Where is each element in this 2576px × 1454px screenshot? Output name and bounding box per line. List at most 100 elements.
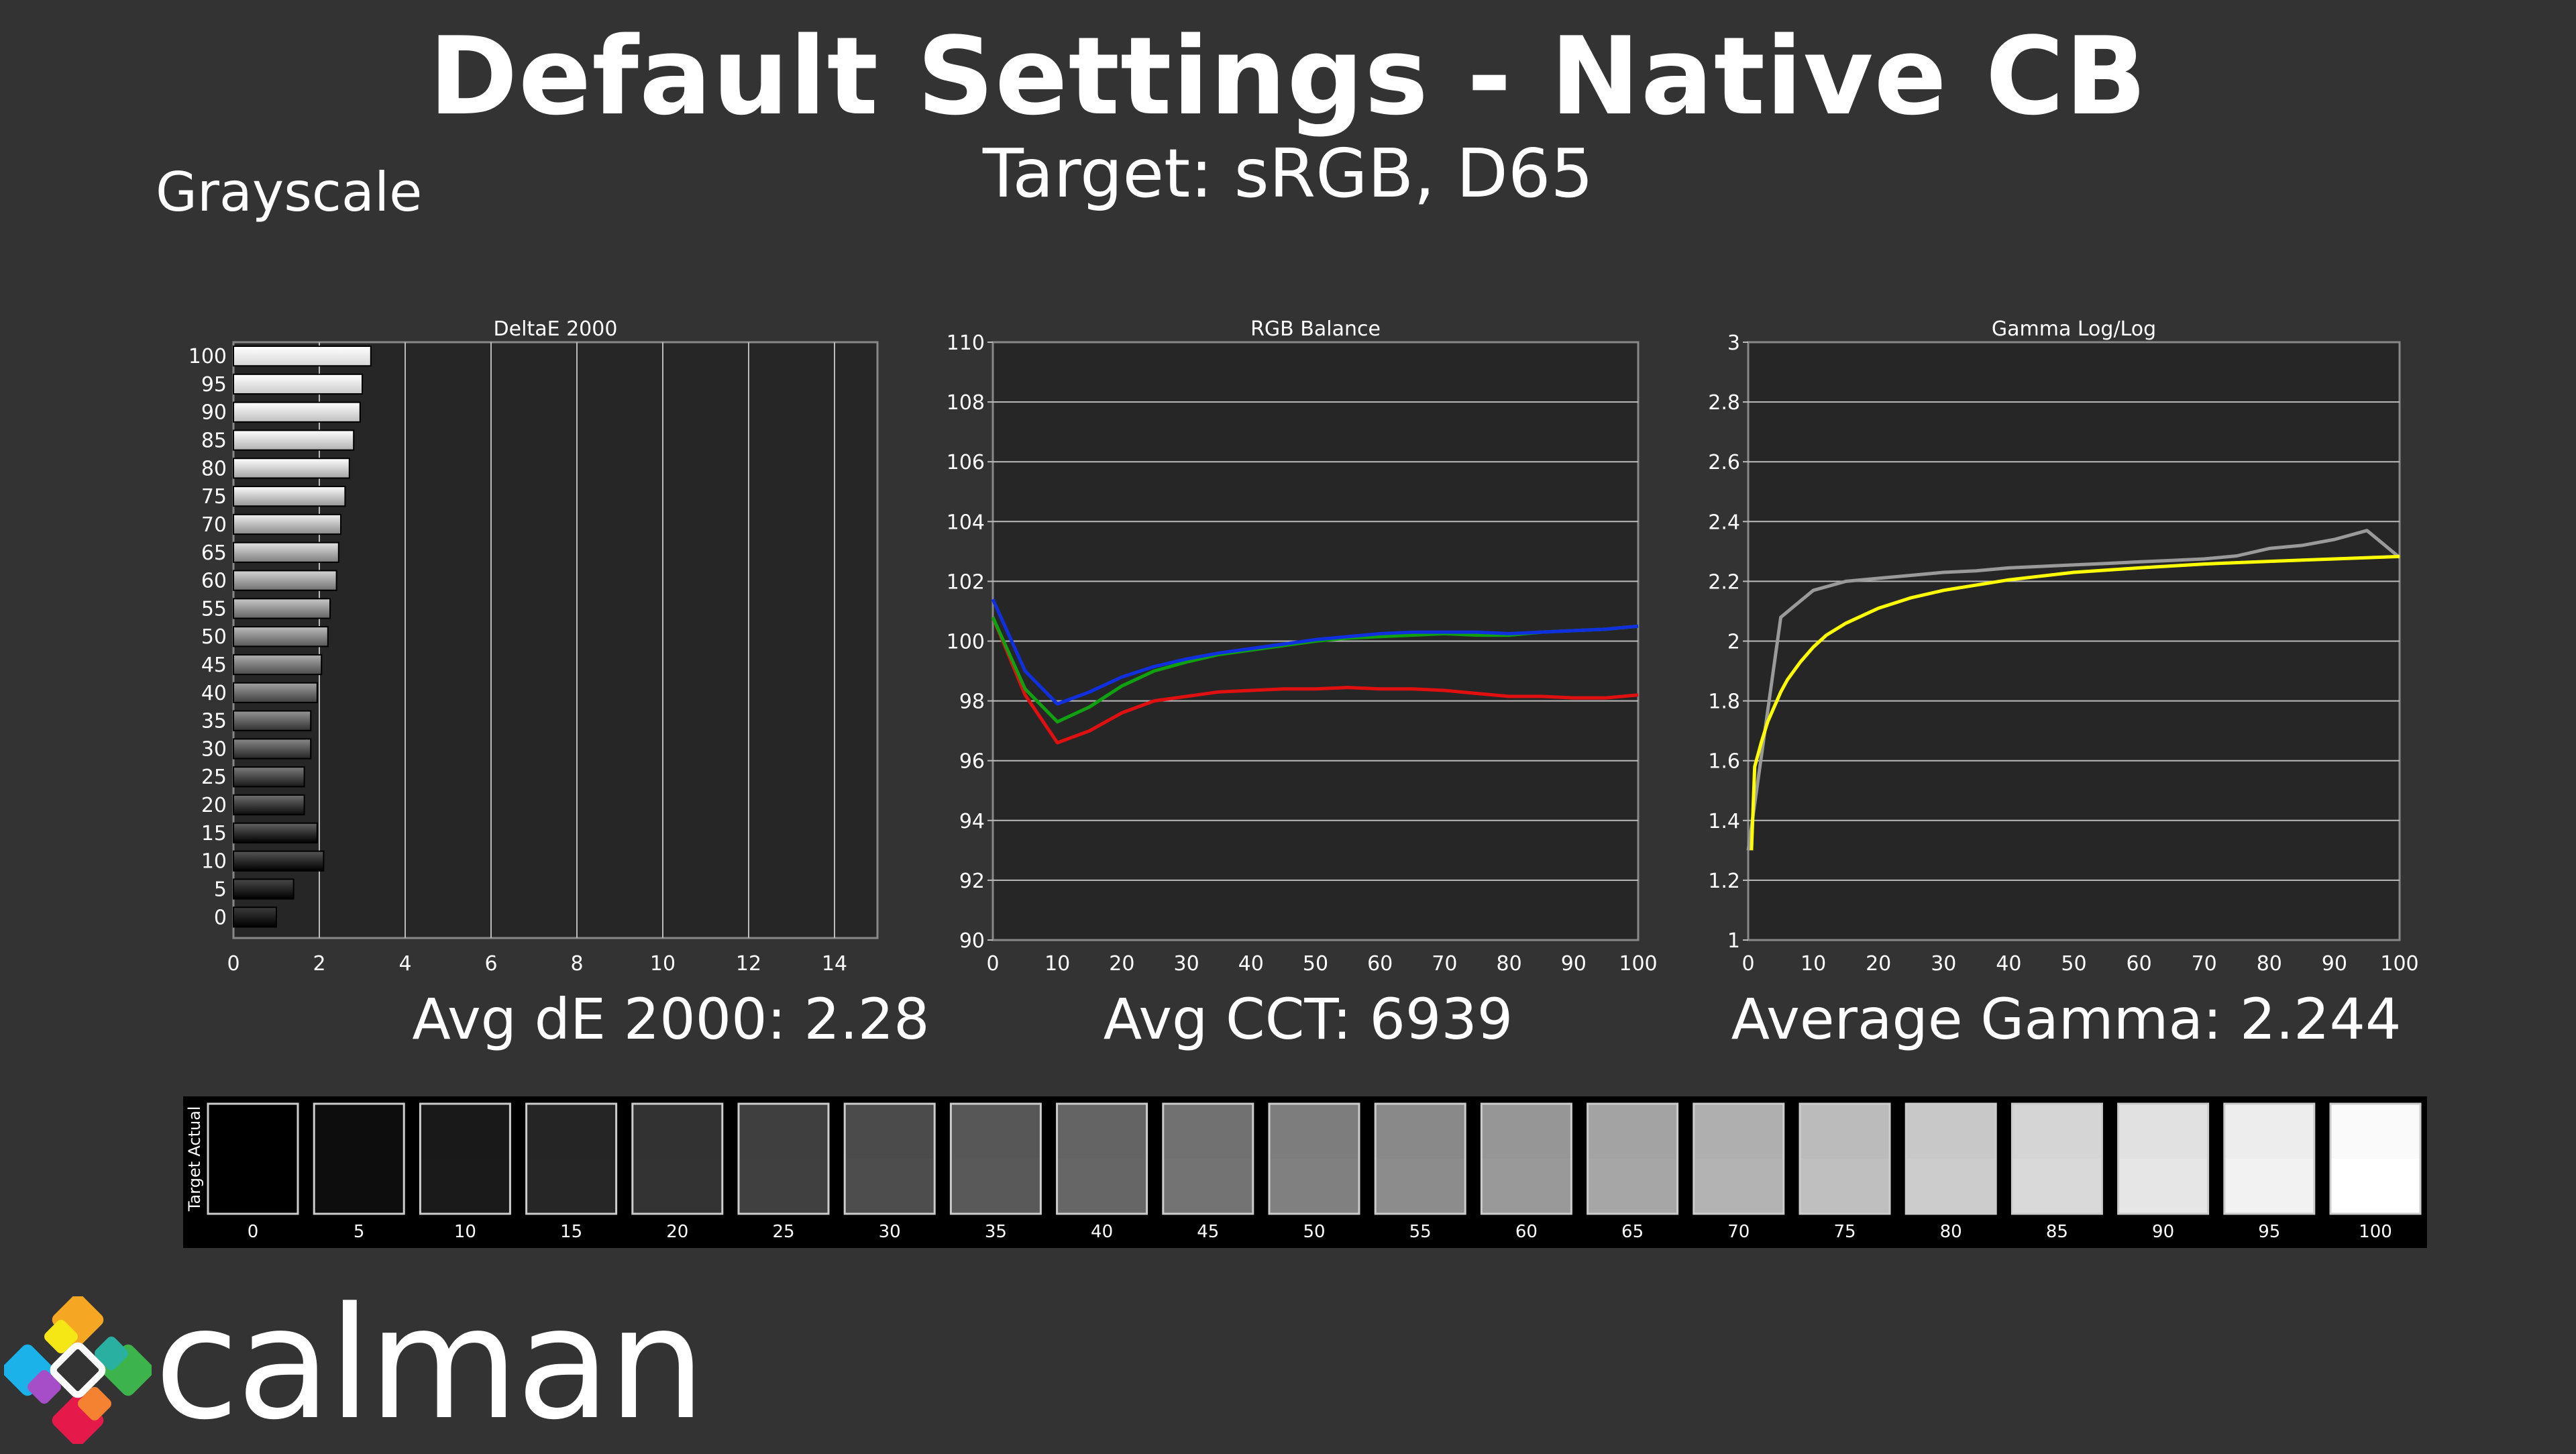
delta-e-category-label: 90 xyxy=(201,401,227,425)
swatch-border xyxy=(313,1102,405,1215)
swatch-label: 15 xyxy=(560,1222,582,1242)
delta-e-category-label: 30 xyxy=(201,737,227,761)
brand-name: calman xyxy=(154,1275,706,1454)
swatch-actual xyxy=(1800,1104,1890,1159)
delta-e-category-label: 35 xyxy=(201,710,227,733)
swatch-actual xyxy=(1375,1104,1466,1159)
rgb-balance-x-tick-label: 0 xyxy=(986,952,999,976)
swatch-actual xyxy=(314,1104,405,1159)
gamma-y-tick-label: 1.4 xyxy=(1708,810,1740,833)
delta-e-category-label: 40 xyxy=(201,682,227,705)
page-title: Default Settings - Native CB xyxy=(429,13,2147,139)
swatch: 55 xyxy=(1374,1102,1466,1242)
swatch-actual xyxy=(420,1104,511,1159)
gamma-x-tick-label: 20 xyxy=(1866,952,1891,976)
gamma-y-tick-label: 1.2 xyxy=(1708,870,1740,893)
delta-e-x-tick-label: 8 xyxy=(570,952,583,976)
swatch-actual xyxy=(2012,1104,2102,1159)
swatch-target xyxy=(1800,1159,1890,1214)
brand-logo: calman xyxy=(0,1275,706,1454)
rgb-balance-x-tick-label: 70 xyxy=(1432,952,1457,976)
swatch-target xyxy=(2012,1159,2102,1214)
gamma-series-line xyxy=(1750,554,2400,851)
swatch-label: 5 xyxy=(354,1222,365,1242)
swatch-border xyxy=(2117,1102,2210,1215)
swatch-border xyxy=(1268,1102,1360,1215)
swatch-label: 35 xyxy=(985,1222,1007,1242)
swatch-label: 40 xyxy=(1091,1222,1113,1242)
swatch-label: 75 xyxy=(1833,1222,1856,1242)
delta-e-category-label: 20 xyxy=(201,794,227,817)
delta-e-bar xyxy=(233,626,329,647)
rgb-balance-series-line xyxy=(991,616,1639,745)
gamma-x-tick-label: 90 xyxy=(2322,952,2347,976)
delta-e-category-label: 25 xyxy=(201,766,227,789)
swatch-label: 80 xyxy=(1940,1222,1962,1242)
swatch: 60 xyxy=(1480,1102,1572,1242)
swatch-actual xyxy=(2224,1104,2314,1159)
delta-e-bar xyxy=(233,373,363,395)
delta-e-bar xyxy=(233,822,318,844)
delta-e-bar xyxy=(233,570,337,591)
swatch-actual xyxy=(845,1104,935,1159)
rgb-balance-y-tick-label: 90 xyxy=(959,929,985,953)
rgb-balance-y-tick-label: 94 xyxy=(959,810,985,833)
delta-e-bar xyxy=(233,710,312,731)
swatch: 0 xyxy=(207,1102,299,1242)
swatch-actual xyxy=(2118,1104,2208,1159)
swatch: 20 xyxy=(631,1102,724,1242)
swatch-target xyxy=(1375,1159,1466,1214)
delta-e-category-label: 60 xyxy=(201,570,227,593)
swatch-actual xyxy=(1481,1104,1572,1159)
rgb-balance-x-tick-label: 100 xyxy=(1619,952,1657,976)
swatch-target xyxy=(1481,1159,1572,1214)
gamma-x-tick-label: 30 xyxy=(1931,952,1956,976)
rgb-balance-x-tick-label: 80 xyxy=(1497,952,1522,976)
gamma-y-tick-label: 3 xyxy=(1727,331,1740,355)
delta-e-bar xyxy=(233,486,346,507)
gamma-y-tick-label: 1.8 xyxy=(1708,690,1740,714)
swatch-label: 70 xyxy=(1727,1222,1750,1242)
swatch-target xyxy=(1269,1159,1359,1214)
swatch-target xyxy=(420,1159,511,1214)
grayscale-swatch-strip: 0 5 10 15 20 25 30 35 40 45 50 55 60 65 70 75 80 85 90 95 10… xyxy=(183,1096,2427,1248)
rgb-balance-x-tick-label: 50 xyxy=(1303,952,1328,976)
swatch-label: 60 xyxy=(1515,1222,1538,1242)
swatch-border xyxy=(2010,1102,2103,1215)
swatch: 50 xyxy=(1268,1102,1360,1242)
swatch-actual xyxy=(1269,1104,1359,1159)
swatch-actual xyxy=(951,1104,1041,1159)
swatch-border xyxy=(1799,1102,1891,1215)
delta-e-bar xyxy=(233,541,339,563)
gamma-x-tick-label: 60 xyxy=(2127,952,2152,976)
swatch-target xyxy=(951,1159,1041,1214)
swatch-target xyxy=(845,1159,935,1214)
delta-e-bar xyxy=(233,429,355,451)
rgb-balance-y-tick-label: 104 xyxy=(947,511,985,534)
rgb-balance-y-tick-label: 98 xyxy=(959,690,985,714)
gamma-y-tick-label: 2 xyxy=(1727,631,1740,654)
delta-e-category-label: 0 xyxy=(214,906,227,929)
swatch-border xyxy=(1693,1102,1785,1215)
swatch: 15 xyxy=(525,1102,618,1242)
delta-e-category-label: 100 xyxy=(189,345,227,368)
rgb-balance-y-tick-label: 100 xyxy=(947,631,985,654)
delta-e-x-tick-label: 0 xyxy=(227,952,239,976)
swatch-label: 0 xyxy=(248,1222,259,1242)
rgb-balance-x-tick-label: 60 xyxy=(1367,952,1393,976)
delta-e-bar xyxy=(233,878,294,900)
swatch-target xyxy=(2224,1159,2314,1214)
swatch-actual xyxy=(526,1104,616,1159)
swatch-label: 55 xyxy=(1409,1222,1432,1242)
swatch-actual xyxy=(2330,1104,2420,1159)
swatch-target xyxy=(1906,1159,1996,1214)
delta-e-bar xyxy=(233,906,277,928)
swatch: 85 xyxy=(2010,1102,2103,1242)
swatch-label: 50 xyxy=(1303,1222,1325,1242)
swatch-actual xyxy=(208,1104,298,1159)
swatch-target xyxy=(632,1159,722,1214)
rgb-balance-y-tick-label: 110 xyxy=(947,331,985,355)
gamma-y-tick-label: 2.4 xyxy=(1708,511,1740,534)
